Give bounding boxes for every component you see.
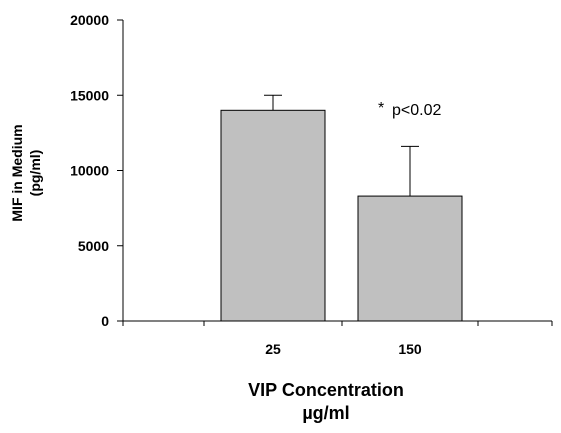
significance-star: *: [378, 100, 384, 117]
y-tick-label: 5000: [78, 238, 109, 254]
y-tick-label: 20000: [70, 12, 109, 28]
x-axis-ticks: 25 150: [122, 321, 553, 357]
y-axis-title-line1: MIF in Medium: [9, 124, 25, 221]
bar-25: [220, 109, 326, 322]
y-tick-label: 15000: [70, 87, 109, 103]
y-tick-label: 0: [101, 313, 109, 329]
bar-150: [357, 195, 463, 322]
y-axis-ticks: 0 5000 10000 15000 20000: [70, 12, 123, 329]
x-axis-title-line1: VIP Concentration: [248, 380, 404, 400]
x-tick-label-25: 25: [265, 341, 281, 357]
x-axis-title-line2: µg/ml: [302, 403, 349, 423]
x-tick-label-150: 150: [398, 341, 422, 357]
error-bars: [264, 94, 419, 197]
bars: [220, 109, 463, 322]
y-tick-label: 10000: [70, 163, 109, 179]
significance-label: p<0.02: [392, 102, 441, 119]
y-axis-title-line2: (pg/ml): [27, 150, 43, 197]
